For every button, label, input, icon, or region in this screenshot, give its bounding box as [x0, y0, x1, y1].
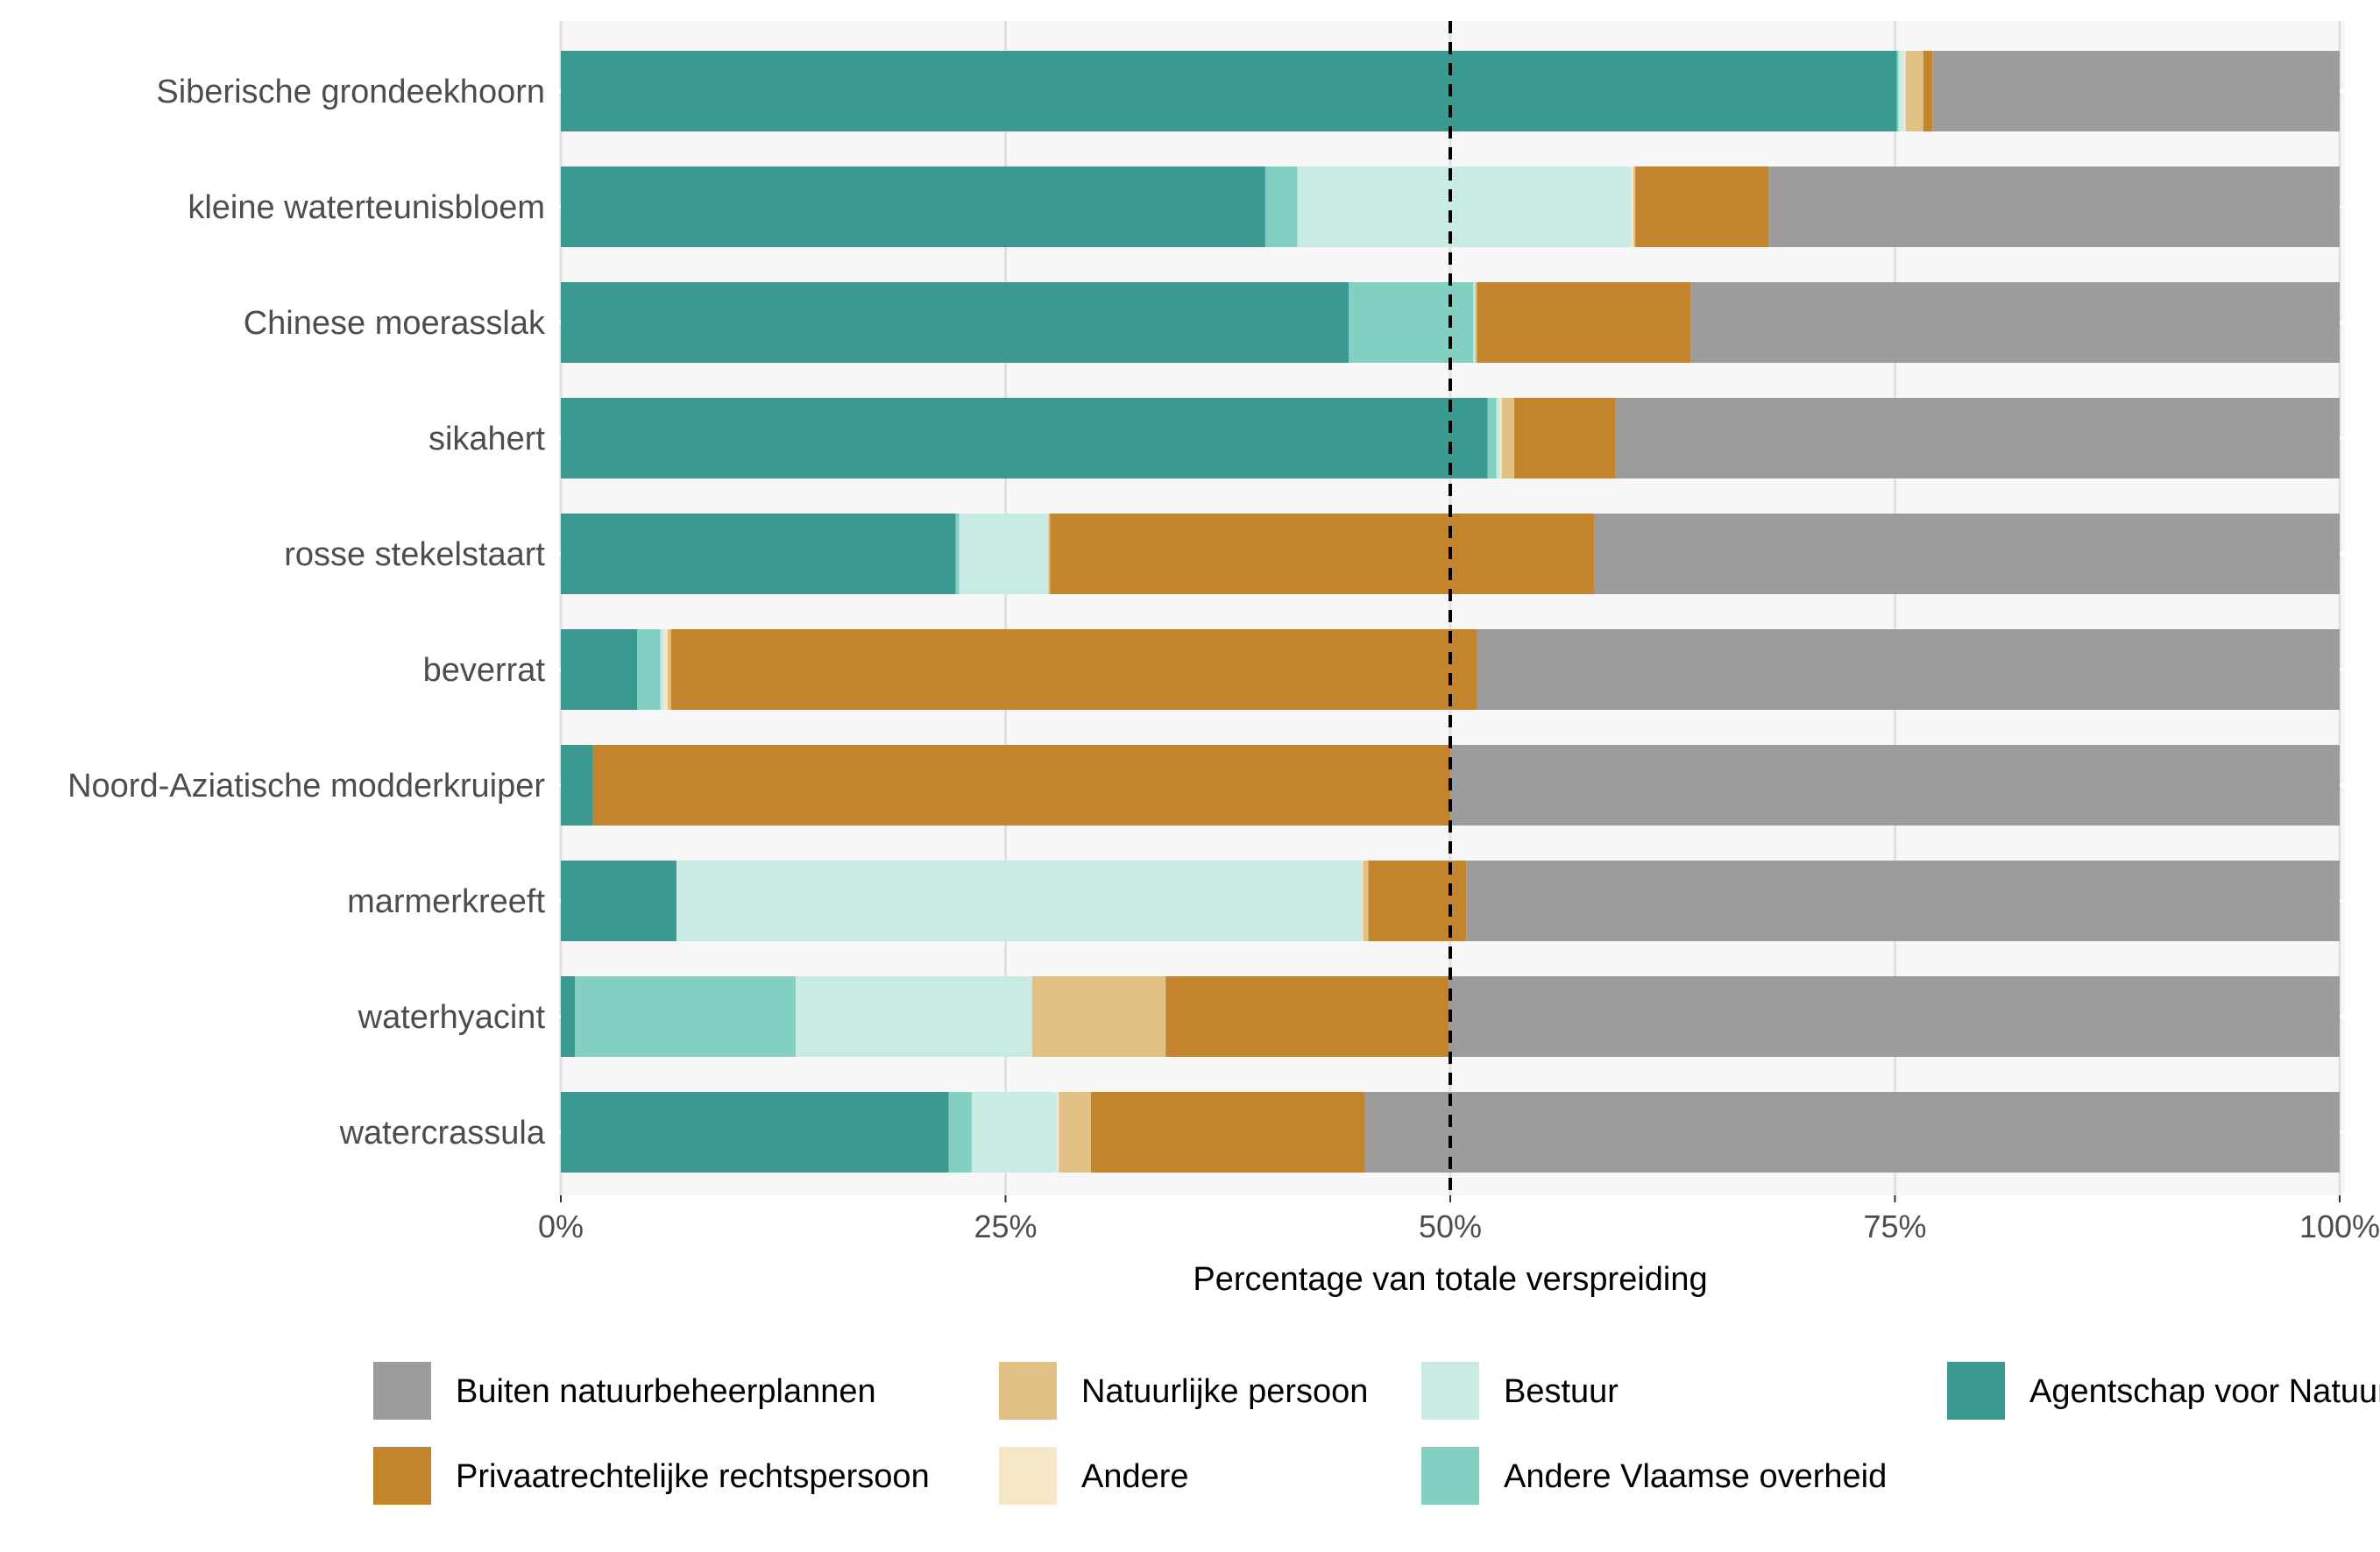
- bar-segment: [955, 514, 960, 594]
- legend-swatch: [999, 1362, 1057, 1420]
- legend-swatch: [1947, 1362, 2005, 1420]
- bar-segment: [1632, 167, 1634, 247]
- bar-segment: [1635, 167, 1769, 247]
- bar-segment: [561, 282, 1349, 363]
- bar-segment: [1450, 745, 2340, 826]
- category-label: Siberische grondeekhoorn: [156, 74, 545, 110]
- bar-segment: [1690, 282, 2340, 363]
- bar-segment: [1363, 861, 1369, 941]
- bar-segment: [1514, 398, 1616, 478]
- bar-segment: [1349, 282, 1474, 363]
- category-label: beverrat: [423, 652, 546, 689]
- x-tick-label: 75%: [1863, 1208, 1926, 1244]
- bars: [561, 51, 2340, 1173]
- x-tick-label: 0%: [538, 1208, 584, 1244]
- category-label: kleine waterteunisbloem: [188, 189, 545, 226]
- bar-segment: [575, 976, 796, 1057]
- bar-segment: [561, 861, 676, 941]
- bar-segment: [1898, 51, 1904, 131]
- bar-segment: [561, 398, 1488, 478]
- bar-segment: [1361, 861, 1364, 941]
- bar-segment: [1477, 629, 2340, 710]
- bar-segment: [670, 629, 1477, 710]
- bar-segment: [795, 976, 1032, 1057]
- category-label: Noord-Aziatische modderkruiper: [67, 768, 545, 804]
- bar-segment: [1477, 282, 1691, 363]
- bar-segment: [1475, 282, 1477, 363]
- legend-label: Andere: [1081, 1458, 1189, 1495]
- legend-swatch: [1421, 1447, 1479, 1505]
- category-label: watercrassula: [339, 1115, 546, 1152]
- bar-segment: [1050, 514, 1595, 594]
- legend-label: Privaatrechtelijke rechtspersoon: [456, 1458, 930, 1495]
- category-label: rosse stekelstaart: [284, 536, 545, 573]
- bar-segment: [1932, 51, 2340, 131]
- bar-segment: [1466, 861, 2340, 941]
- category-label: waterhyacint: [358, 999, 546, 1036]
- bar-segment: [561, 976, 576, 1057]
- bar-segment: [1031, 976, 1166, 1057]
- bar-segment: [561, 1092, 949, 1173]
- bar-segment: [592, 745, 1450, 826]
- bar-segment: [561, 167, 1265, 247]
- bar-segment: [1903, 51, 1906, 131]
- bar-segment: [1923, 51, 1933, 131]
- bar-segment: [1905, 51, 1923, 131]
- bar-segment: [561, 745, 593, 826]
- bar-segment: [1496, 398, 1500, 478]
- legend-swatch: [373, 1362, 431, 1420]
- bar-segment: [1633, 167, 1636, 247]
- bar-segment: [1615, 398, 2340, 478]
- bar-segment: [1090, 1092, 1365, 1173]
- bar-segment: [1501, 398, 1515, 478]
- bar-segment: [1364, 1092, 2340, 1173]
- bar-segment: [1057, 1092, 1059, 1173]
- legend-label: Natuurlijke persoon: [1081, 1373, 1368, 1410]
- bar-segment: [1896, 51, 1899, 131]
- bar-segment: [667, 629, 671, 710]
- legend: Buiten natuurbeheerplannen Privaatrechtel…: [373, 1362, 2380, 1505]
- legend-label: Buiten natuurbeheerplannen: [456, 1373, 876, 1410]
- bar-segment: [1499, 398, 1502, 478]
- bar-segment: [1768, 167, 2340, 247]
- bar-segment: [561, 629, 638, 710]
- bar-segment: [1473, 282, 1476, 363]
- bar-segment: [1297, 167, 1633, 247]
- bar-segment: [1059, 1092, 1091, 1173]
- legend-swatch: [999, 1447, 1057, 1505]
- bar-segment: [1594, 514, 2340, 594]
- legend-swatch: [373, 1447, 431, 1505]
- bar-segment: [637, 629, 661, 710]
- bar-segment: [971, 1092, 1058, 1173]
- bar-segment: [660, 629, 664, 710]
- category-label: sikahert: [429, 421, 545, 457]
- x-axis-ticks: 0% 25% 50% 75% 100%: [538, 1195, 2380, 1244]
- category-label: marmerkreeft: [347, 883, 545, 920]
- legend-label: Bestuur: [1504, 1373, 1619, 1410]
- legend-label: Agentschap voor Natuur en Bos: [2029, 1373, 2380, 1410]
- category-label: Chinese moerasslak: [244, 305, 546, 342]
- bar-segment: [1487, 398, 1497, 478]
- x-tick-label: 25%: [974, 1208, 1037, 1244]
- bar-segment: [676, 861, 1362, 941]
- bar-segment: [1165, 976, 1449, 1057]
- legend-label: Andere Vlaamse overheid: [1504, 1458, 1887, 1495]
- bar-segment: [1264, 167, 1298, 247]
- bar-segment: [561, 514, 956, 594]
- bar-segment: [1448, 976, 2340, 1057]
- bar-segment: [561, 51, 1897, 131]
- bar-segment: [959, 514, 1049, 594]
- bar-segment: [663, 629, 668, 710]
- legend-swatch: [1421, 1362, 1479, 1420]
- x-tick-label: 50%: [1419, 1208, 1482, 1244]
- x-axis-title: Percentage van totale verspreiding: [1193, 1261, 1707, 1298]
- bar-segment: [1048, 514, 1051, 594]
- x-tick-label: 100%: [2299, 1208, 2380, 1244]
- bar-segment: [948, 1092, 972, 1173]
- category-labels: Siberische grondeekhoorn kleine waterteun…: [67, 74, 546, 1152]
